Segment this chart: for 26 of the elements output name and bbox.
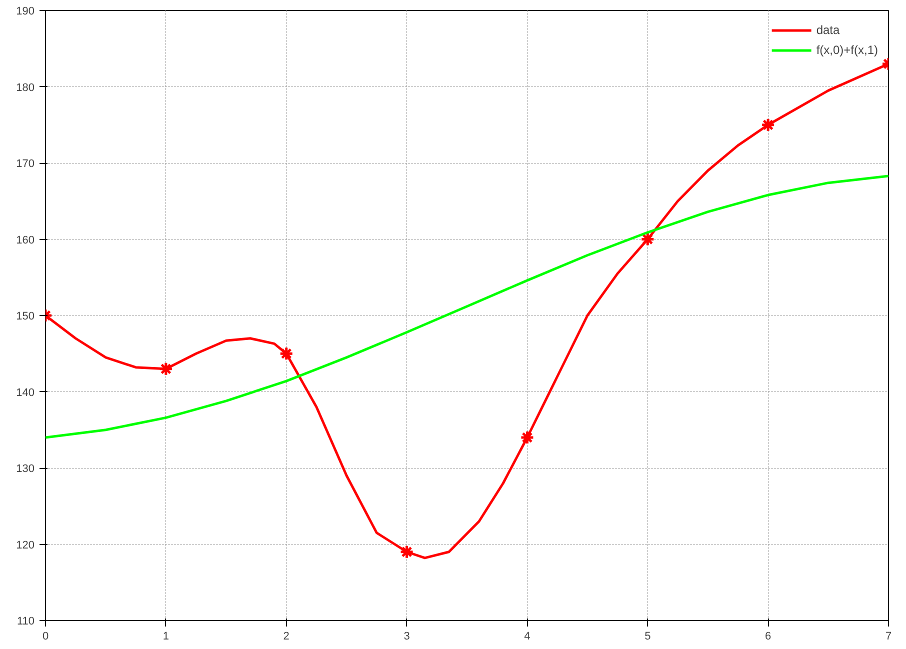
legend-label: data <box>816 23 840 37</box>
y-tick-label: 160 <box>16 234 35 246</box>
point <box>640 232 655 246</box>
x-tick-label: 2 <box>283 630 290 642</box>
y-tick-label: 150 <box>16 310 35 322</box>
point <box>760 118 776 132</box>
x-tick-label: 4 <box>524 630 530 642</box>
y-tick-label: 110 <box>16 616 35 628</box>
point <box>279 346 294 361</box>
x-tick-label: 0 <box>42 630 49 642</box>
x-tick-label: 6 <box>765 630 772 642</box>
y-tick-label: 130 <box>16 463 35 475</box>
x-tick-label: 7 <box>885 630 892 642</box>
x-tick-label: 1 <box>162 630 169 642</box>
point <box>158 362 174 376</box>
x-tick-label: 5 <box>644 630 651 642</box>
legend-label: f(x,0)+f(x,1) <box>816 43 878 57</box>
point <box>400 544 414 560</box>
y-tick-label: 140 <box>16 386 35 399</box>
y-tick-label: 190 <box>16 6 35 18</box>
x-tick-label: 3 <box>404 630 410 642</box>
y-tick-label: 180 <box>16 82 35 94</box>
point <box>520 430 534 445</box>
y-tick-label: 170 <box>16 158 35 170</box>
y-tick-label: 120 <box>16 539 35 552</box>
line-series <box>46 174 888 439</box>
